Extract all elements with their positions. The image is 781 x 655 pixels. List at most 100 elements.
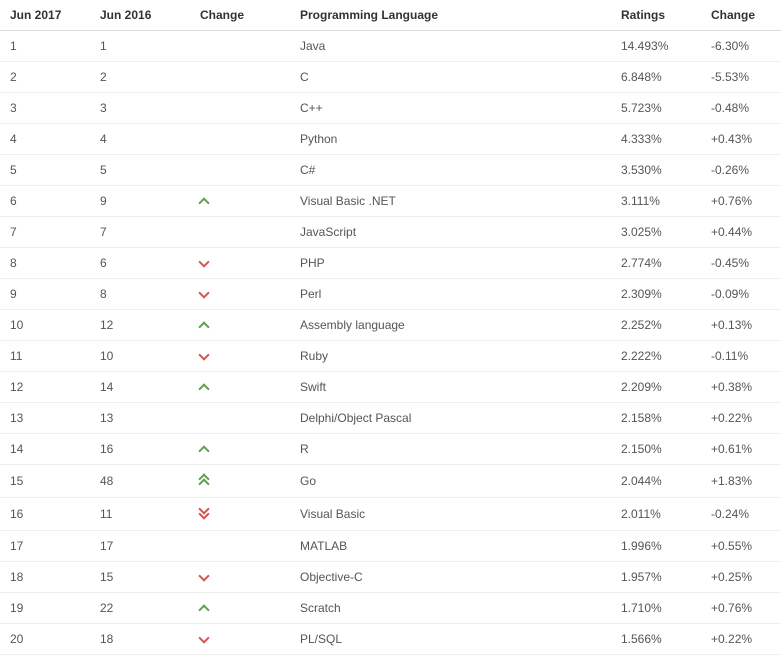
chevron-down-icon [200, 259, 208, 267]
cell-rank-prev: 16 [90, 434, 190, 465]
table-row: 69Visual Basic .NET3.111%+0.76% [0, 186, 781, 217]
cell-rank-current: 17 [0, 531, 90, 562]
cell-language: C [290, 62, 611, 93]
cell-language: Visual Basic .NET [290, 186, 611, 217]
table-body: 11Java14.493%-6.30%22C6.848%-5.53%33C++5… [0, 31, 781, 655]
chevron-double-up-icon [200, 473, 208, 486]
cell-change-pct: +0.43% [701, 124, 781, 155]
cell-rank-prev: 15 [90, 562, 190, 593]
table-row: 1815 Objective-C1.957%+0.25% [0, 562, 781, 593]
cell-rank-current: 5 [0, 155, 90, 186]
cell-change-icon [190, 124, 290, 155]
cell-language: JavaScript [290, 217, 611, 248]
table-row: 22C6.848%-5.53% [0, 62, 781, 93]
chevron-up-icon [200, 321, 208, 329]
cell-change-pct: +0.76% [701, 186, 781, 217]
header-rank-current: Jun 2017 [0, 0, 90, 31]
cell-rank-current: 11 [0, 341, 90, 372]
chevron-double-down-icon [200, 506, 208, 519]
table-row: 11Java14.493%-6.30% [0, 31, 781, 62]
cell-language: Ruby [290, 341, 611, 372]
cell-rank-prev: 8 [90, 279, 190, 310]
cell-rank-prev: 3 [90, 93, 190, 124]
cell-change-pct: +0.25% [701, 562, 781, 593]
cell-change-icon [190, 498, 290, 531]
cell-ratings: 4.333% [611, 124, 701, 155]
cell-rank-current: 15 [0, 465, 90, 498]
cell-ratings: 3.530% [611, 155, 701, 186]
cell-rank-prev: 2 [90, 62, 190, 93]
table-row: 2018PL/SQL1.566%+0.22% [0, 624, 781, 655]
cell-change-pct: -0.45% [701, 248, 781, 279]
cell-ratings: 2.209% [611, 372, 701, 403]
cell-rank-prev: 9 [90, 186, 190, 217]
cell-rank-current: 1 [0, 31, 90, 62]
table-row: 1717MATLAB1.996%+0.55% [0, 531, 781, 562]
cell-rank-current: 2 [0, 62, 90, 93]
cell-language: R [290, 434, 611, 465]
cell-change-icon [190, 155, 290, 186]
table-row: 1416R2.150%+0.61% [0, 434, 781, 465]
cell-change-pct: +0.44% [701, 217, 781, 248]
cell-rank-current: 9 [0, 279, 90, 310]
cell-rank-current: 3 [0, 93, 90, 124]
cell-rank-prev: 17 [90, 531, 190, 562]
cell-ratings: 6.848% [611, 62, 701, 93]
chevron-up-icon [200, 604, 208, 612]
cell-rank-current: 12 [0, 372, 90, 403]
cell-language: Go [290, 465, 611, 498]
chevron-down-icon [200, 290, 208, 298]
chevron-down-icon [200, 573, 208, 581]
cell-ratings: 2.309% [611, 279, 701, 310]
cell-change-pct: +0.61% [701, 434, 781, 465]
cell-ratings: 5.723% [611, 93, 701, 124]
header-language: Programming Language [290, 0, 611, 31]
cell-ratings: 2.222% [611, 341, 701, 372]
header-change-icon: Change [190, 0, 290, 31]
cell-change-icon [190, 403, 290, 434]
cell-rank-prev: 18 [90, 624, 190, 655]
cell-change-icon [190, 593, 290, 624]
cell-language: Perl [290, 279, 611, 310]
cell-ratings: 3.025% [611, 217, 701, 248]
cell-ratings: 2.774% [611, 248, 701, 279]
table-row: 1313Delphi/Object Pascal2.158%+0.22% [0, 403, 781, 434]
cell-change-pct: -6.30% [701, 31, 781, 62]
table-row: 86PHP2.774%-0.45% [0, 248, 781, 279]
cell-rank-prev: 22 [90, 593, 190, 624]
table-row: 1548Go2.044%+1.83% [0, 465, 781, 498]
cell-language: C++ [290, 93, 611, 124]
cell-ratings: 2.011% [611, 498, 701, 531]
cell-change-pct: -0.24% [701, 498, 781, 531]
cell-rank-current: 18 [0, 562, 90, 593]
cell-change-icon [190, 465, 290, 498]
cell-change-pct: -0.09% [701, 279, 781, 310]
cell-rank-prev: 14 [90, 372, 190, 403]
cell-rank-current: 7 [0, 217, 90, 248]
cell-change-pct: +0.22% [701, 624, 781, 655]
cell-change-icon [190, 93, 290, 124]
table-row: 44Python4.333%+0.43% [0, 124, 781, 155]
cell-rank-prev: 11 [90, 498, 190, 531]
cell-language: PL/SQL [290, 624, 611, 655]
cell-change-icon [190, 248, 290, 279]
cell-change-pct: +0.38% [701, 372, 781, 403]
cell-change-pct: +0.22% [701, 403, 781, 434]
cell-ratings: 1.957% [611, 562, 701, 593]
cell-rank-prev: 10 [90, 341, 190, 372]
cell-language: Visual Basic [290, 498, 611, 531]
cell-rank-current: 16 [0, 498, 90, 531]
table-row: 33C++5.723%-0.48% [0, 93, 781, 124]
cell-language: Swift [290, 372, 611, 403]
cell-rank-prev: 5 [90, 155, 190, 186]
table-row: 1012Assembly language2.252%+0.13% [0, 310, 781, 341]
cell-change-icon [190, 434, 290, 465]
cell-change-icon [190, 310, 290, 341]
cell-rank-current: 6 [0, 186, 90, 217]
header-rank-prev: Jun 2016 [90, 0, 190, 31]
cell-change-icon [190, 279, 290, 310]
cell-language: Objective-C [290, 562, 611, 593]
table-row: 1611 Visual Basic2.011%-0.24% [0, 498, 781, 531]
cell-language: MATLAB [290, 531, 611, 562]
cell-change-icon [190, 624, 290, 655]
